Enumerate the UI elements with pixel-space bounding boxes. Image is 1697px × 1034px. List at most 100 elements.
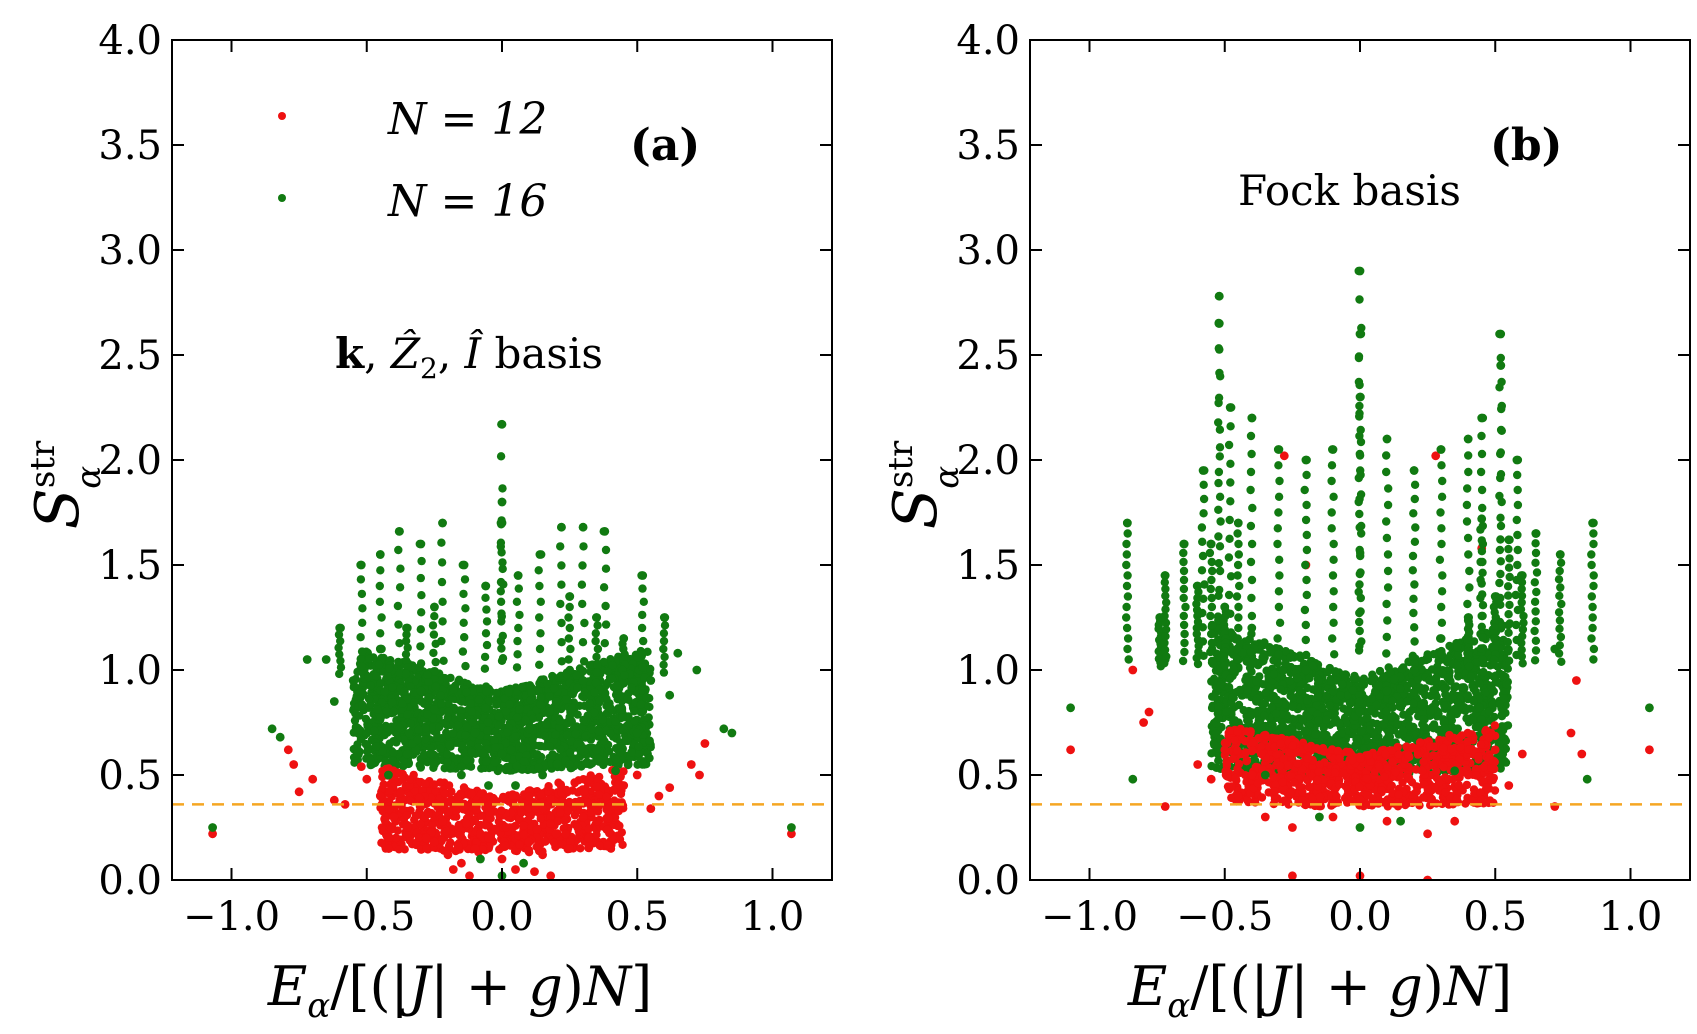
cluster-point-n16 — [576, 746, 585, 755]
streak-point-n16 — [335, 669, 344, 679]
panel-a-annotation: k, Ẑ2, Î basis — [335, 328, 603, 385]
cluster-point-n16 — [1311, 730, 1320, 739]
streak-point-n16 — [376, 566, 385, 575]
streak-point-n16 — [556, 599, 565, 609]
cluster-point-n16 — [1225, 674, 1235, 684]
cluster-point-n16 — [1337, 680, 1347, 689]
data-point-n12 — [551, 829, 561, 839]
data-point-n16 — [632, 728, 642, 738]
cluster-point-n12 — [536, 814, 545, 823]
cluster-point-n16 — [1207, 761, 1216, 771]
data-point-n12 — [519, 821, 528, 830]
cluster-point-n16 — [474, 695, 484, 704]
legend-marker-n12 — [278, 112, 286, 120]
data-point-n12 — [465, 871, 474, 880]
streak-point-n16 — [537, 550, 546, 559]
cluster-point-n12 — [462, 819, 471, 829]
cluster-point-n16 — [645, 753, 654, 763]
cluster-point-n16 — [1214, 702, 1223, 712]
cluster-point-n12 — [410, 787, 420, 796]
cluster-point-n16 — [1357, 726, 1366, 736]
streak-point-n16 — [357, 589, 367, 599]
cluster-point-n12 — [564, 806, 573, 816]
cluster-point-n16 — [364, 694, 374, 703]
streak-point-n16 — [557, 618, 566, 628]
cluster-point-n16 — [1341, 718, 1351, 728]
streak-point-n16 — [593, 644, 603, 654]
cluster-point-n16 — [553, 759, 562, 769]
cluster-point-n16 — [400, 687, 409, 696]
data-point-n16 — [565, 760, 574, 769]
cluster-point-n16 — [1216, 680, 1225, 689]
streak-point-n16 — [395, 639, 404, 648]
streak-point-n16 — [620, 671, 629, 680]
cluster-point-n16 — [404, 728, 414, 738]
cluster-point-n16 — [573, 710, 582, 719]
cluster-point-n12 — [532, 842, 541, 851]
streak-point-n16 — [535, 660, 544, 669]
cluster-point-n16 — [1244, 717, 1254, 726]
cluster-point-n16 — [1452, 661, 1462, 671]
cluster-point-n16 — [623, 695, 632, 704]
cluster-point-n16 — [611, 755, 621, 764]
cluster-point-n16 — [591, 678, 601, 688]
streak-point-n16 — [430, 602, 439, 612]
cluster-point-n16 — [1302, 696, 1312, 705]
streak-point-n16 — [335, 650, 344, 659]
streak-point-n16 — [376, 629, 385, 638]
streak-point-n16 — [438, 597, 447, 606]
cluster-point-n16 — [399, 756, 408, 765]
cluster-point-n16 — [515, 705, 524, 714]
cluster-point-n16 — [387, 698, 397, 707]
data-point-n16 — [389, 707, 399, 717]
cluster-point-n16 — [467, 748, 476, 757]
streak-point-n16 — [639, 636, 648, 646]
cluster-point-n16 — [1428, 722, 1437, 731]
cluster-point-n16 — [1214, 756, 1223, 765]
cluster-point-n16 — [627, 748, 636, 757]
streak-point-n16 — [564, 655, 573, 664]
cluster-point-n16 — [460, 748, 469, 757]
cluster-point-n16 — [449, 685, 459, 694]
streak-point-n16 — [356, 633, 365, 642]
cluster-point-n16 — [448, 729, 457, 738]
streak-point-n16 — [497, 617, 506, 626]
cluster-point-n16 — [1429, 686, 1438, 695]
data-point-n16 — [578, 676, 588, 685]
cluster-point-n16 — [1423, 650, 1432, 659]
cluster-point-n16 — [1322, 691, 1331, 700]
streak-point-n16 — [660, 613, 670, 622]
y-tick-label: 1.5 — [98, 543, 162, 589]
streak-point-n16 — [482, 617, 492, 626]
cluster-point-n16 — [366, 755, 375, 765]
cluster-point-n12 — [396, 789, 405, 798]
cluster-point-n16 — [437, 699, 446, 708]
cluster-point-n12 — [580, 787, 589, 796]
cluster-point-n16 — [551, 730, 560, 739]
cluster-point-n16 — [358, 701, 367, 710]
cluster-point-n16 — [1295, 686, 1304, 696]
cluster-point-n16 — [1343, 708, 1352, 717]
cluster-point-n12 — [602, 792, 611, 802]
cluster-point-n16 — [603, 667, 613, 676]
cluster-point-n16 — [423, 670, 432, 679]
streak-point-n16 — [497, 420, 506, 429]
legend-marker-n16 — [278, 194, 286, 202]
streak-point-n16 — [601, 564, 611, 573]
x-tick-label: −0.5 — [318, 894, 415, 940]
streak-point-n16 — [416, 573, 425, 583]
streak-point-n16 — [564, 634, 573, 643]
streak-point-n16 — [336, 656, 345, 665]
cluster-point-n12 — [556, 808, 565, 817]
streak-point-n16 — [458, 647, 468, 656]
streak-point-n16 — [336, 623, 345, 633]
streak-point-n16 — [416, 659, 426, 668]
cluster-point-n16 — [1214, 714, 1223, 723]
streak-point-n16 — [497, 644, 506, 653]
cluster-point-n16 — [417, 697, 427, 706]
streak-point-n16 — [458, 560, 467, 570]
cluster-point-n16 — [506, 745, 516, 755]
cluster-point-n16 — [1272, 695, 1282, 704]
cluster-point-n16 — [494, 721, 503, 730]
cluster-point-n12 — [595, 790, 604, 799]
